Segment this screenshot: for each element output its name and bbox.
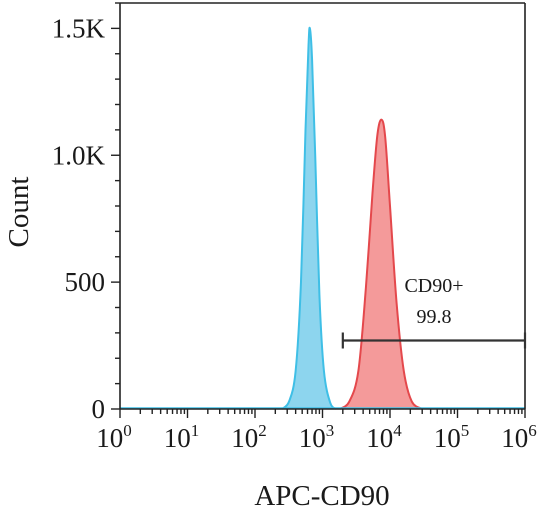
x-tick-label: 106 (501, 421, 537, 453)
x-tick-label: 105 (434, 421, 470, 453)
gate-marker: CD90+ 99.8 (341, 275, 527, 349)
series-2-line (339, 118, 423, 410)
x-tick-label: 104 (366, 421, 402, 453)
x-tick-label: 103 (299, 421, 335, 453)
y-tick-label: 1.5K (52, 13, 106, 43)
y-axis-title: Count (3, 177, 35, 248)
x-axis-title: APC-CD90 (254, 480, 389, 512)
y-tick-label: 1.0K (52, 140, 106, 170)
series-1-line (281, 26, 337, 410)
y-tick-label: 0 (92, 394, 106, 424)
axes: 0 500 1.0K 1.5K 100 101 102 103 104 105 106 (52, 2, 537, 453)
series-2-fill (339, 119, 423, 410)
x-tick-label: 101 (164, 421, 200, 453)
gate-value-label: 99.8 (417, 306, 452, 328)
x-tick-label: 100 (96, 421, 132, 453)
gate-name-label: CD90+ (404, 275, 463, 297)
series-1-fill (281, 27, 337, 410)
plot-area (120, 26, 525, 410)
y-tick-label: 500 (65, 267, 106, 297)
x-tick-label: 102 (231, 421, 267, 453)
